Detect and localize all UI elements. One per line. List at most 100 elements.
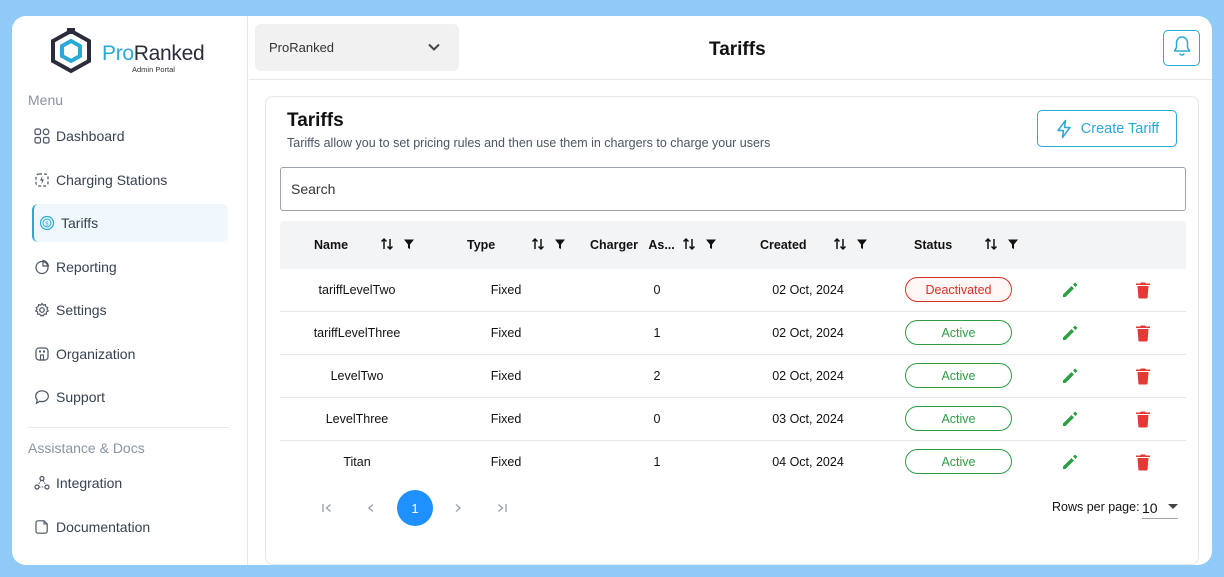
rows-per-page-select[interactable]: 10 [1142, 497, 1178, 519]
logo-hexagon-icon [51, 28, 91, 74]
brand-logo[interactable]: ProRanked Admin Portal [48, 28, 218, 78]
sidebar-item-settings[interactable]: Settings [32, 291, 228, 329]
filter-icon[interactable] [856, 238, 868, 250]
sidebar-item-label: Dashboard [56, 128, 125, 144]
table-row[interactable]: Titan Fixed 1 04 Oct, 2024 Active [280, 441, 1186, 478]
table-row[interactable]: tariffLevelTwo Fixed 0 02 Oct, 2024 Deac… [280, 269, 1186, 312]
search-input[interactable] [280, 167, 1186, 211]
sidebar-item-documentation[interactable]: Documentation [32, 508, 228, 546]
tariff-name: Titan [343, 455, 371, 469]
column-header-type[interactable]: Type [467, 238, 496, 252]
rows-per-page-label: Rows per page: [1052, 500, 1140, 514]
edit-pencil-icon[interactable] [1061, 410, 1079, 433]
sidebar-item-integration[interactable]: Integration [32, 464, 228, 502]
column-header-status[interactable]: Status [914, 238, 953, 252]
edit-pencil-icon[interactable] [1061, 281, 1079, 304]
edit-pencil-icon[interactable] [1061, 324, 1079, 347]
create-tariff-button[interactable]: Create Tariff [1037, 110, 1177, 147]
sidebar-item-charging-stations[interactable]: Charging Stations [32, 161, 228, 199]
tariff-type: Fixed [490, 412, 522, 426]
sidebar-item-label: Charging Stations [56, 172, 168, 188]
edit-pencil-icon[interactable] [1061, 367, 1079, 390]
created-date: 02 Oct, 2024 [772, 283, 844, 297]
dashboard-grid-icon [34, 128, 50, 144]
create-tariff-label: Create Tariff [1080, 120, 1160, 137]
tariffs-card: Tariffs Tariffs allow you to set pricing… [265, 96, 1199, 565]
sidebar-item-support[interactable]: Support [32, 378, 228, 416]
tariff-type: Fixed [490, 283, 522, 297]
chargers-assigned: 2 [653, 369, 661, 383]
gear-icon [34, 302, 50, 318]
delete-trash-icon[interactable] [1135, 453, 1151, 476]
notifications-button[interactable] [1163, 30, 1200, 66]
name-column-controls [380, 237, 415, 251]
delete-trash-icon[interactable] [1135, 281, 1151, 304]
sidebar-item-dashboard[interactable]: Dashboard [32, 117, 228, 155]
tariff-type: Fixed [490, 326, 522, 340]
sort-icon[interactable] [984, 237, 998, 251]
previous-page-icon[interactable] [361, 498, 381, 518]
next-page-icon[interactable] [448, 498, 468, 518]
sidebar-item-organization[interactable]: Organization [32, 335, 228, 373]
sidebar-item-tariffs[interactable]: $ Tariffs [32, 204, 228, 242]
created-date: 02 Oct, 2024 [772, 369, 844, 383]
filter-icon[interactable] [1007, 238, 1019, 250]
first-page-icon[interactable] [317, 498, 337, 518]
edit-pencil-icon[interactable] [1061, 453, 1079, 476]
tariff-name: LevelThree [325, 412, 389, 426]
column-header-created[interactable]: Created [760, 238, 807, 252]
chevron-down-icon [427, 40, 441, 57]
top-bar: ProRanked Tariffs [249, 16, 1212, 80]
table-row[interactable]: LevelTwo Fixed 2 02 Oct, 2024 Active [280, 355, 1186, 398]
tariff-coin-icon: $ [39, 215, 55, 231]
type-column-controls [531, 237, 566, 251]
sidebar-item-reporting[interactable]: Reporting [32, 248, 228, 286]
filter-icon[interactable] [705, 238, 717, 250]
organization-select[interactable]: ProRanked [255, 24, 459, 71]
sort-icon[interactable] [682, 237, 696, 251]
svg-text:$: $ [45, 221, 49, 228]
pagination: 1 Rows per page: 10 [266, 489, 1200, 527]
sort-icon[interactable] [531, 237, 545, 251]
app-window: ProRanked Admin Portal Menu Dashboard Ch… [12, 16, 1212, 565]
table-row[interactable]: LevelThree Fixed 0 03 Oct, 2024 Active [280, 398, 1186, 441]
document-icon [34, 519, 50, 535]
charging-station-icon [34, 172, 50, 188]
menu-section-title: Menu [28, 92, 64, 108]
column-header-name[interactable]: Name [314, 238, 349, 252]
tariff-type: Fixed [490, 455, 522, 469]
lightning-icon [1057, 119, 1071, 138]
status-badge: Active [905, 363, 1012, 388]
table-row[interactable]: tariffLevelThree Fixed 1 02 Oct, 2024 Ac… [280, 312, 1186, 355]
page-title: Tariffs [709, 39, 766, 60]
organization-select-value: ProRanked [269, 40, 335, 55]
column-header-charger[interactable]: Charger As... [590, 238, 675, 252]
created-date: 04 Oct, 2024 [772, 455, 844, 469]
created-date: 03 Oct, 2024 [772, 412, 844, 426]
created-date: 02 Oct, 2024 [772, 326, 844, 340]
sidebar-item-label: Organization [56, 346, 136, 362]
sidebar: ProRanked Admin Portal Menu Dashboard Ch… [12, 16, 248, 565]
filter-icon[interactable] [403, 238, 415, 250]
delete-trash-icon[interactable] [1135, 410, 1151, 433]
sidebar-item-label: Integration [56, 475, 123, 491]
delete-trash-icon[interactable] [1135, 367, 1151, 390]
table-header: Name Type Charger As... Created [280, 221, 1186, 269]
status-column-controls [984, 237, 1019, 251]
sidebar-item-label: Documentation [56, 519, 151, 535]
page-1-button[interactable]: 1 [397, 490, 433, 526]
caret-down-icon [1168, 504, 1178, 509]
sort-icon[interactable] [833, 237, 847, 251]
last-page-icon[interactable] [492, 498, 512, 518]
sort-icon[interactable] [380, 237, 394, 251]
chat-bubble-icon [34, 389, 50, 405]
delete-trash-icon[interactable] [1135, 324, 1151, 347]
chargers-assigned: 0 [653, 283, 661, 297]
section-title: Tariffs [287, 110, 344, 131]
docs-section-title: Assistance & Docs [28, 440, 145, 456]
sidebar-item-label: Tariffs [61, 215, 99, 231]
filter-icon[interactable] [554, 238, 566, 250]
sidebar-divider [28, 427, 229, 428]
tariffs-table: Name Type Charger As... Created [280, 221, 1186, 478]
chargers-assigned: 0 [653, 412, 661, 426]
